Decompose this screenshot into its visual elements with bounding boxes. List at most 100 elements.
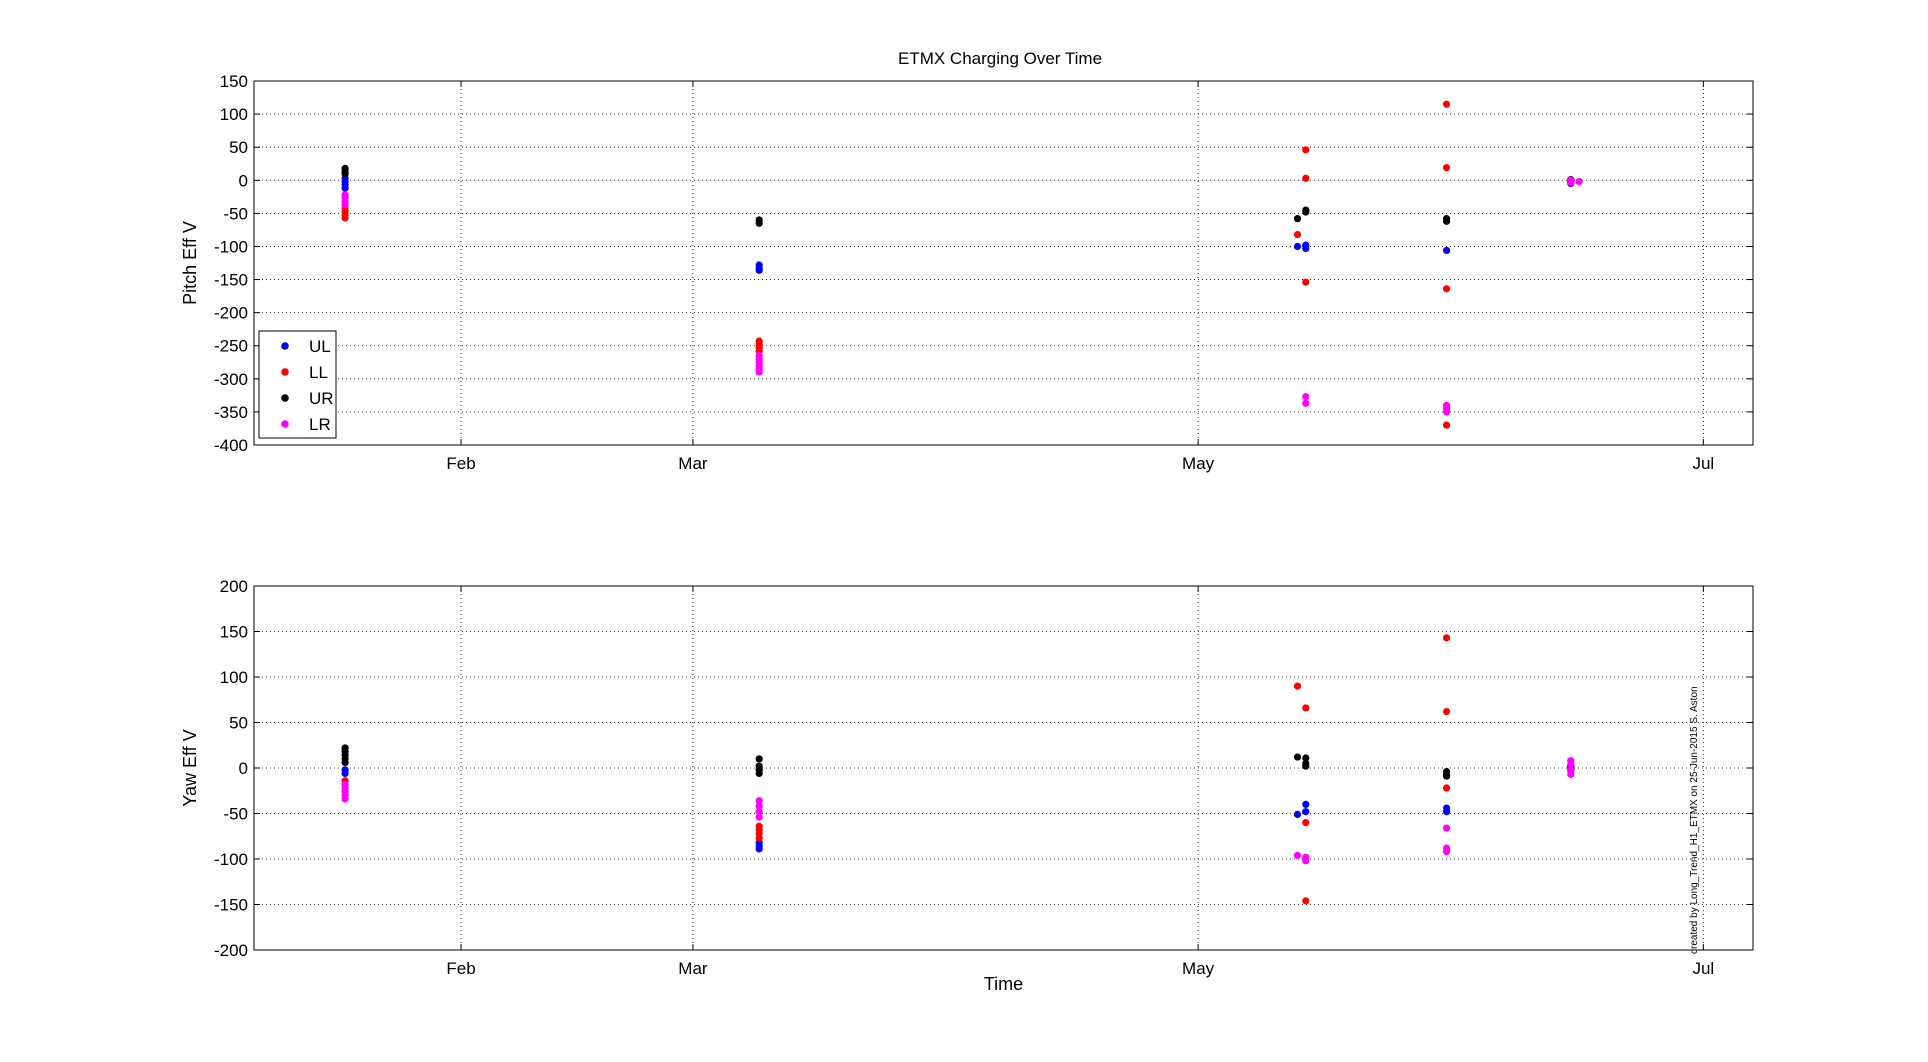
data-point-ul <box>1302 800 1310 809</box>
y-tick-label: -200 <box>214 941 248 960</box>
data-point-ll <box>1302 146 1310 154</box>
y-tick-label: 50 <box>229 138 248 157</box>
y-tick-label: 100 <box>220 105 248 124</box>
data-point-ll <box>1442 421 1451 429</box>
data-point-ll <box>755 834 763 842</box>
y-tick-label: -150 <box>214 896 248 915</box>
data-point-lr <box>1567 178 1575 186</box>
data-point-ll <box>1293 682 1302 690</box>
x-axis-label: Time <box>984 974 1023 994</box>
x-tick-label: Feb <box>446 454 475 473</box>
axes-frame <box>253 585 1754 951</box>
x-tick-label: Jul <box>1692 454 1714 473</box>
data-point-ll <box>341 214 349 222</box>
data-point-lr <box>1575 177 1583 186</box>
series-lr <box>341 757 1575 865</box>
data-point-lr <box>1567 770 1575 778</box>
legend-marker-ul <box>281 342 289 350</box>
data-point-lr <box>341 201 349 209</box>
data-point-ur <box>341 758 349 767</box>
data-point-lr <box>1293 851 1302 859</box>
data-point-ul <box>1302 244 1310 253</box>
data-point-ll <box>1442 100 1451 108</box>
pitch-panel: 150 100 50 0 -50 -100 -150 -200 -250 -300 -350 -400… <box>180 72 1754 473</box>
legend-marker-ll <box>281 368 289 376</box>
x-tick-label: Mar <box>678 454 708 473</box>
y-tick-label: 50 <box>229 714 248 733</box>
y-tick-label: -100 <box>214 850 248 869</box>
legend-marker-ur <box>281 394 289 402</box>
data-point-ll <box>1302 897 1310 905</box>
data-point-lr <box>755 808 763 816</box>
data-point-ul <box>341 184 349 192</box>
y-tick-label: -300 <box>214 370 248 389</box>
legend-label-ll: LL <box>309 363 328 382</box>
data-point-lr <box>755 797 763 805</box>
legend-box <box>258 330 337 439</box>
data-point-ll <box>1442 634 1451 642</box>
data-point-lr <box>755 813 763 821</box>
data-point-ur <box>1302 754 1310 762</box>
data-point-lr <box>341 795 349 803</box>
y-tick-label: 200 <box>220 577 248 596</box>
data-point-lr <box>1302 393 1310 401</box>
x-tick-label: Feb <box>446 959 475 978</box>
y-tick-label: 0 <box>239 171 248 190</box>
legend-label-ul: UL <box>309 337 331 356</box>
y-tick-label: -250 <box>214 337 248 356</box>
data-point-ur <box>341 170 349 178</box>
y-tick-label: 150 <box>220 623 248 642</box>
x-tick-label: May <box>1182 454 1215 473</box>
data-point-ul <box>755 266 763 274</box>
data-point-ll <box>1293 230 1302 239</box>
data-point-ur <box>755 755 763 763</box>
data-point-ul <box>755 845 763 853</box>
data-point-ur <box>1293 215 1302 223</box>
y-axis-label: Yaw Eff V <box>180 729 200 806</box>
legend-label-lr: LR <box>309 415 331 434</box>
y-tick-label: -400 <box>214 436 248 455</box>
data-point-ur <box>755 219 763 227</box>
data-point-ul <box>1293 810 1302 819</box>
chart-title-group: ETMX Charging Over Time <box>898 49 1102 68</box>
data-point-ll <box>1302 174 1310 182</box>
y-tick-label: -50 <box>223 204 248 223</box>
footer-note: created by Long_Trend_H1_ETMX on 25-Jun-… <box>1689 686 1700 954</box>
legend-marker-lr <box>281 420 289 428</box>
y-tick-label: -50 <box>223 805 248 824</box>
plot-area <box>254 586 1753 950</box>
data-point-ul <box>1293 242 1302 251</box>
y-tick-label: 0 <box>239 759 248 778</box>
y-tick-label: -200 <box>214 304 248 323</box>
data-point-lr <box>1442 848 1451 856</box>
data-point-ul <box>1302 808 1310 816</box>
data-point-lr <box>1567 760 1575 768</box>
plot-area <box>254 81 1753 445</box>
data-point-ur <box>1302 208 1310 216</box>
data-point-ll <box>1302 704 1310 712</box>
data-point-ll <box>1442 285 1451 293</box>
data-point-ur <box>1442 217 1451 225</box>
y-tick-label: -150 <box>214 271 248 290</box>
data-point-lr <box>1442 408 1451 416</box>
data-point-ll <box>1302 819 1310 827</box>
data-point-lr <box>1302 857 1310 865</box>
yaw-panel: 200 150 100 50 0 -50 -100 -150 -200 Feb Mar May Jul Y… <box>180 577 1754 994</box>
legend: UL LL UR LR <box>258 330 337 439</box>
y-tick-label: 100 <box>220 668 248 687</box>
y-tick-label: 150 <box>220 72 248 91</box>
y-axis-label: Pitch Eff V <box>180 221 200 305</box>
data-point-ll <box>1302 278 1310 286</box>
data-point-lr <box>755 368 763 376</box>
chart-title: ETMX Charging Over Time <box>898 49 1102 68</box>
data-point-lr <box>755 802 763 810</box>
y-tick-label: -100 <box>214 237 248 256</box>
x-tick-label: May <box>1182 959 1215 978</box>
x-tick-label: Mar <box>678 959 708 978</box>
data-point-ll <box>1442 164 1451 172</box>
axes-frame <box>253 80 1754 446</box>
data-point-ll <box>1442 707 1451 716</box>
data-point-ur <box>1442 772 1451 780</box>
data-point-ul <box>1442 246 1451 255</box>
